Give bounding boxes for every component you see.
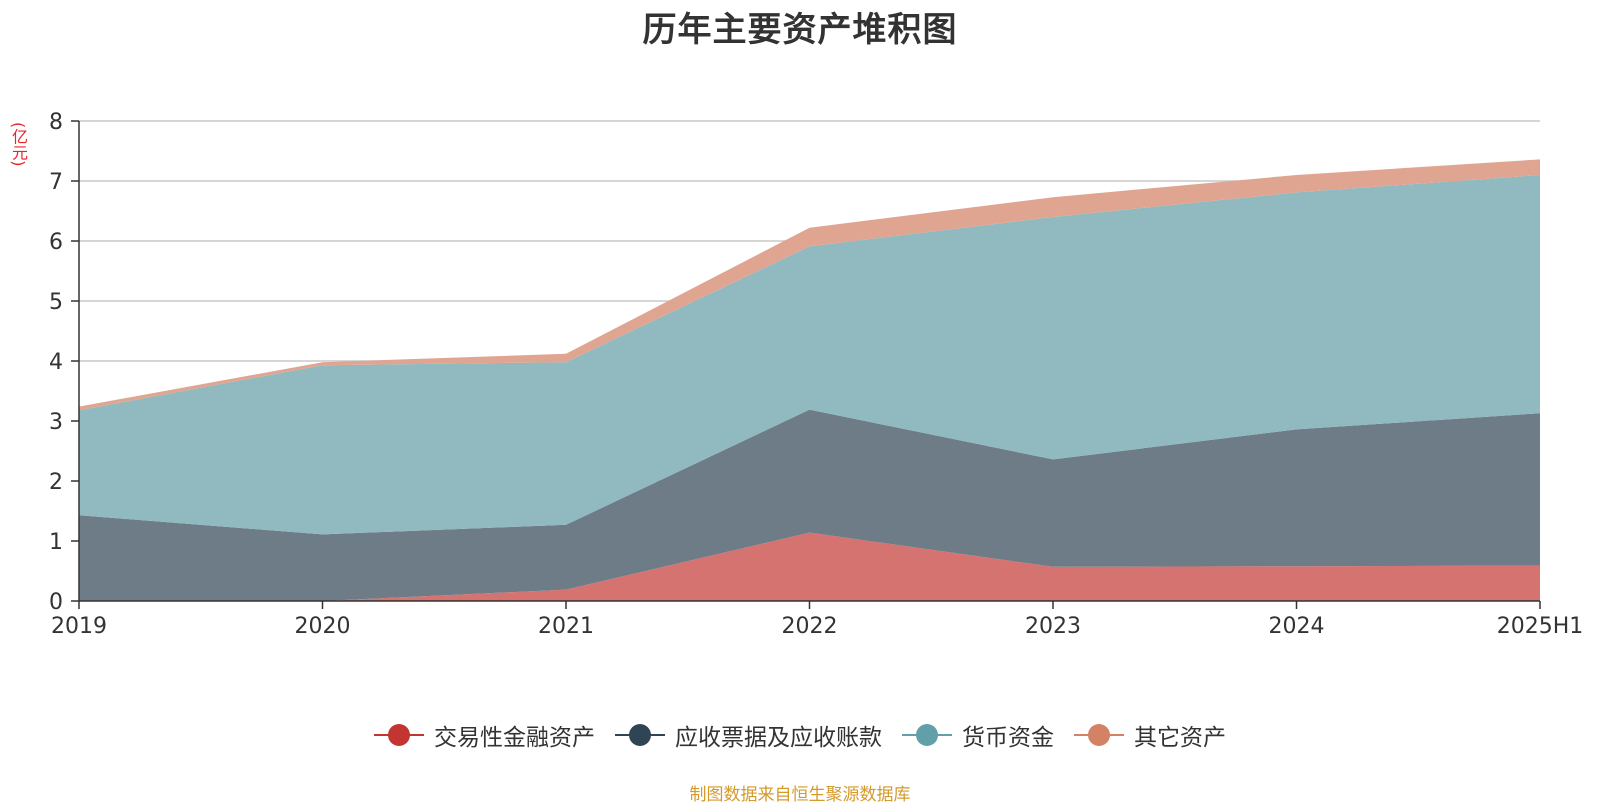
x-tick-label: 2022 — [782, 614, 838, 639]
area-series-layer — [79, 159, 1540, 601]
x-tick-label: 2024 — [1269, 614, 1325, 639]
legend-item-3[interactable]: 货币资金 — [902, 718, 1054, 752]
legend-label: 应收票据及应收账款 — [675, 725, 882, 751]
x-tick-label: 2025H1 — [1497, 614, 1584, 639]
y-axis-unit-label: (亿元) — [9, 122, 28, 167]
legend: 交易性金融资产 应收票据及应收账款 货币资金 其它资产 — [0, 718, 1600, 752]
legend-item-1[interactable]: 交易性金融资产 — [374, 718, 595, 752]
y-tick-label: 4 — [49, 350, 63, 375]
legend-marker-icon — [615, 723, 665, 747]
legend-item-2[interactable]: 应收票据及应收账款 — [615, 718, 882, 752]
area-series-2[interactable] — [79, 409, 1540, 601]
legend-label: 交易性金融资产 — [434, 725, 595, 751]
y-tick-label: 3 — [49, 410, 63, 435]
legend-marker-icon — [902, 723, 952, 747]
y-tick-label: 6 — [49, 230, 63, 255]
x-tick-label: 2023 — [1025, 614, 1081, 639]
y-tick-label: 8 — [49, 110, 63, 135]
area-series-3[interactable] — [79, 175, 1540, 535]
y-tick-label: 7 — [49, 170, 63, 195]
y-tick-label: 0 — [49, 590, 63, 615]
x-tick-label: 2020 — [295, 614, 351, 639]
y-tick-label: 5 — [49, 290, 63, 315]
legend-label: 货币资金 — [962, 725, 1054, 751]
x-tick-label: 2021 — [538, 614, 594, 639]
axes: 0 1 2 3 4 5 6 7 8 2019 2020 2021 2022 2023 2024 2025H1 — [49, 110, 1583, 639]
x-tick-label: 2019 — [51, 614, 107, 639]
area-series-1[interactable] — [79, 532, 1540, 601]
legend-item-4[interactable]: 其它资产 — [1074, 718, 1226, 752]
legend-label: 其它资产 — [1134, 725, 1226, 751]
area-series-4[interactable] — [79, 159, 1540, 411]
y-tick-label: 1 — [49, 530, 63, 555]
source-note: 制图数据来自恒生聚源数据库 — [689, 785, 911, 805]
legend-marker-icon — [1074, 723, 1124, 747]
chart-title: 历年主要资产堆积图 — [642, 10, 958, 50]
legend-marker-icon — [374, 723, 424, 747]
y-tick-label: 2 — [49, 470, 63, 495]
